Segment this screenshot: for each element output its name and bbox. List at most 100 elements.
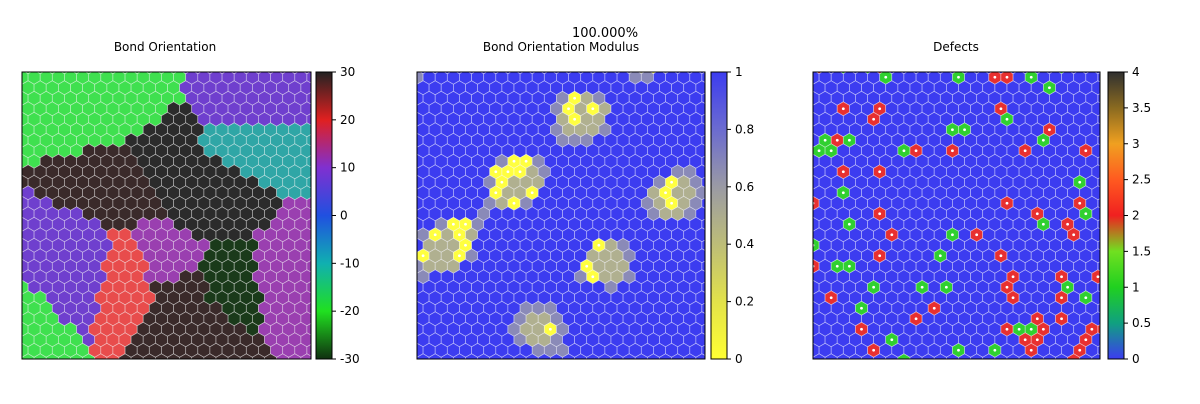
cell-center-dot (872, 117, 876, 121)
voronoi-cell (417, 209, 418, 218)
cell-center-dot (1060, 317, 1063, 321)
voronoi-cell (137, 364, 149, 378)
cell-center-dot (652, 65, 655, 68)
voronoi-cell (179, 353, 193, 359)
colorbar-tick-label: 0.8 (735, 122, 754, 136)
voronoi-cell (210, 364, 222, 378)
cell-center-dot (494, 170, 498, 174)
voronoi-cell (101, 364, 113, 378)
cell-center-dot (823, 138, 827, 142)
cell-center-dot (1066, 370, 1069, 373)
voronoi-cell (453, 353, 466, 359)
cell-center-dot (518, 170, 522, 174)
voronoi-cell (465, 353, 478, 359)
cell-center-dot (1084, 338, 1088, 342)
colorbar-tick-label: 0 (735, 352, 743, 366)
voronoi-cell (634, 353, 648, 359)
voronoi-cell (258, 364, 270, 378)
cell-center-dot (506, 170, 510, 174)
cell-center-dot (1084, 149, 1088, 153)
cell-center-dot (707, 370, 710, 373)
cell-center-dot (1011, 275, 1015, 279)
voronoi-cell (77, 364, 89, 378)
cell-center-dot (1023, 338, 1027, 342)
voronoi-cell (22, 146, 23, 155)
cell-center-dot (458, 254, 461, 258)
voronoi-cell (958, 353, 971, 359)
voronoi-cell (283, 364, 295, 378)
voronoi-cell (819, 364, 831, 378)
cell-center-dot (847, 222, 851, 226)
voronoi-cell (22, 251, 23, 260)
voronoi-cell (897, 353, 911, 359)
cell-center-dot (1005, 327, 1009, 331)
voronoi-cell (142, 353, 156, 359)
voronoi-cell (970, 353, 984, 359)
voronoi-cell (593, 364, 605, 378)
voronoi-cell (174, 364, 186, 378)
voronoi-cell (714, 364, 726, 378)
colorbar-tick-label: 0.5 (1132, 316, 1151, 330)
progress-label: 100.000% (572, 26, 638, 41)
voronoi-cell (813, 104, 814, 113)
voronoi-cell (106, 353, 120, 359)
cell-center-dot (841, 107, 845, 111)
voronoi-cell (64, 364, 76, 378)
plot-frame-bond-orientation (21, 71, 312, 360)
voronoi-cell (928, 364, 940, 378)
voronoi-cell (22, 272, 23, 281)
voronoi-cell (622, 353, 636, 359)
voronoi-cell (513, 353, 527, 359)
voronoi-cell (411, 364, 423, 378)
voronoi-cell (472, 364, 484, 378)
voronoi-cell (813, 272, 814, 281)
voronoi-cell (678, 364, 690, 378)
cell-center-dot (464, 222, 467, 226)
cell-center-dot (530, 191, 534, 195)
cell-center-dot (573, 96, 577, 100)
voronoi-cell (1091, 353, 1100, 359)
voronoi-cell (271, 364, 283, 378)
voronoi-cell (94, 353, 108, 359)
voronoi-cell (544, 364, 556, 378)
cell-center-dot (1103, 328, 1106, 331)
cell-center-dot (999, 107, 1003, 111)
voronoi-cell (550, 353, 563, 359)
voronoi-cell (933, 353, 947, 359)
cell-center-dot (1041, 327, 1045, 331)
voronoi-cell (186, 364, 198, 378)
voronoi-cell (417, 272, 418, 281)
voronoi-cell (801, 60, 813, 74)
cell-center-dot (1041, 138, 1045, 142)
cell-center-dot (567, 107, 570, 111)
voronoi-cell (89, 364, 101, 378)
voronoi-cell (417, 251, 418, 260)
cell-center-dot (421, 254, 425, 258)
voronoi-cell (653, 364, 665, 378)
voronoi-cell (605, 364, 617, 378)
voronoi-cell (405, 60, 417, 74)
cell-center-dot (1035, 212, 1039, 216)
voronoi-cell (647, 353, 660, 359)
cell-center-dot (920, 285, 924, 289)
voronoi-cell (417, 146, 418, 155)
voronoi-cell (508, 364, 520, 378)
voronoi-cell (1110, 364, 1122, 378)
voronoi-cell (198, 364, 210, 378)
voronoi-cell (22, 104, 23, 113)
voronoi-cell (813, 293, 814, 302)
cell-center-dot (713, 359, 716, 362)
voronoi-cell (22, 356, 23, 359)
voronoi-cell (904, 364, 916, 378)
cell-center-dot (841, 191, 845, 195)
cell-center-dot (512, 159, 516, 163)
cell-center-dot (1096, 275, 1100, 279)
cell-center-dot (1084, 212, 1088, 216)
voronoi-cell (22, 188, 23, 197)
cell-center-dot (872, 348, 876, 352)
cell-center-dot (944, 285, 948, 289)
voronoi-cell (22, 353, 35, 359)
voronoi-cell (203, 353, 217, 359)
panel-title-defects: Defects (933, 40, 979, 54)
